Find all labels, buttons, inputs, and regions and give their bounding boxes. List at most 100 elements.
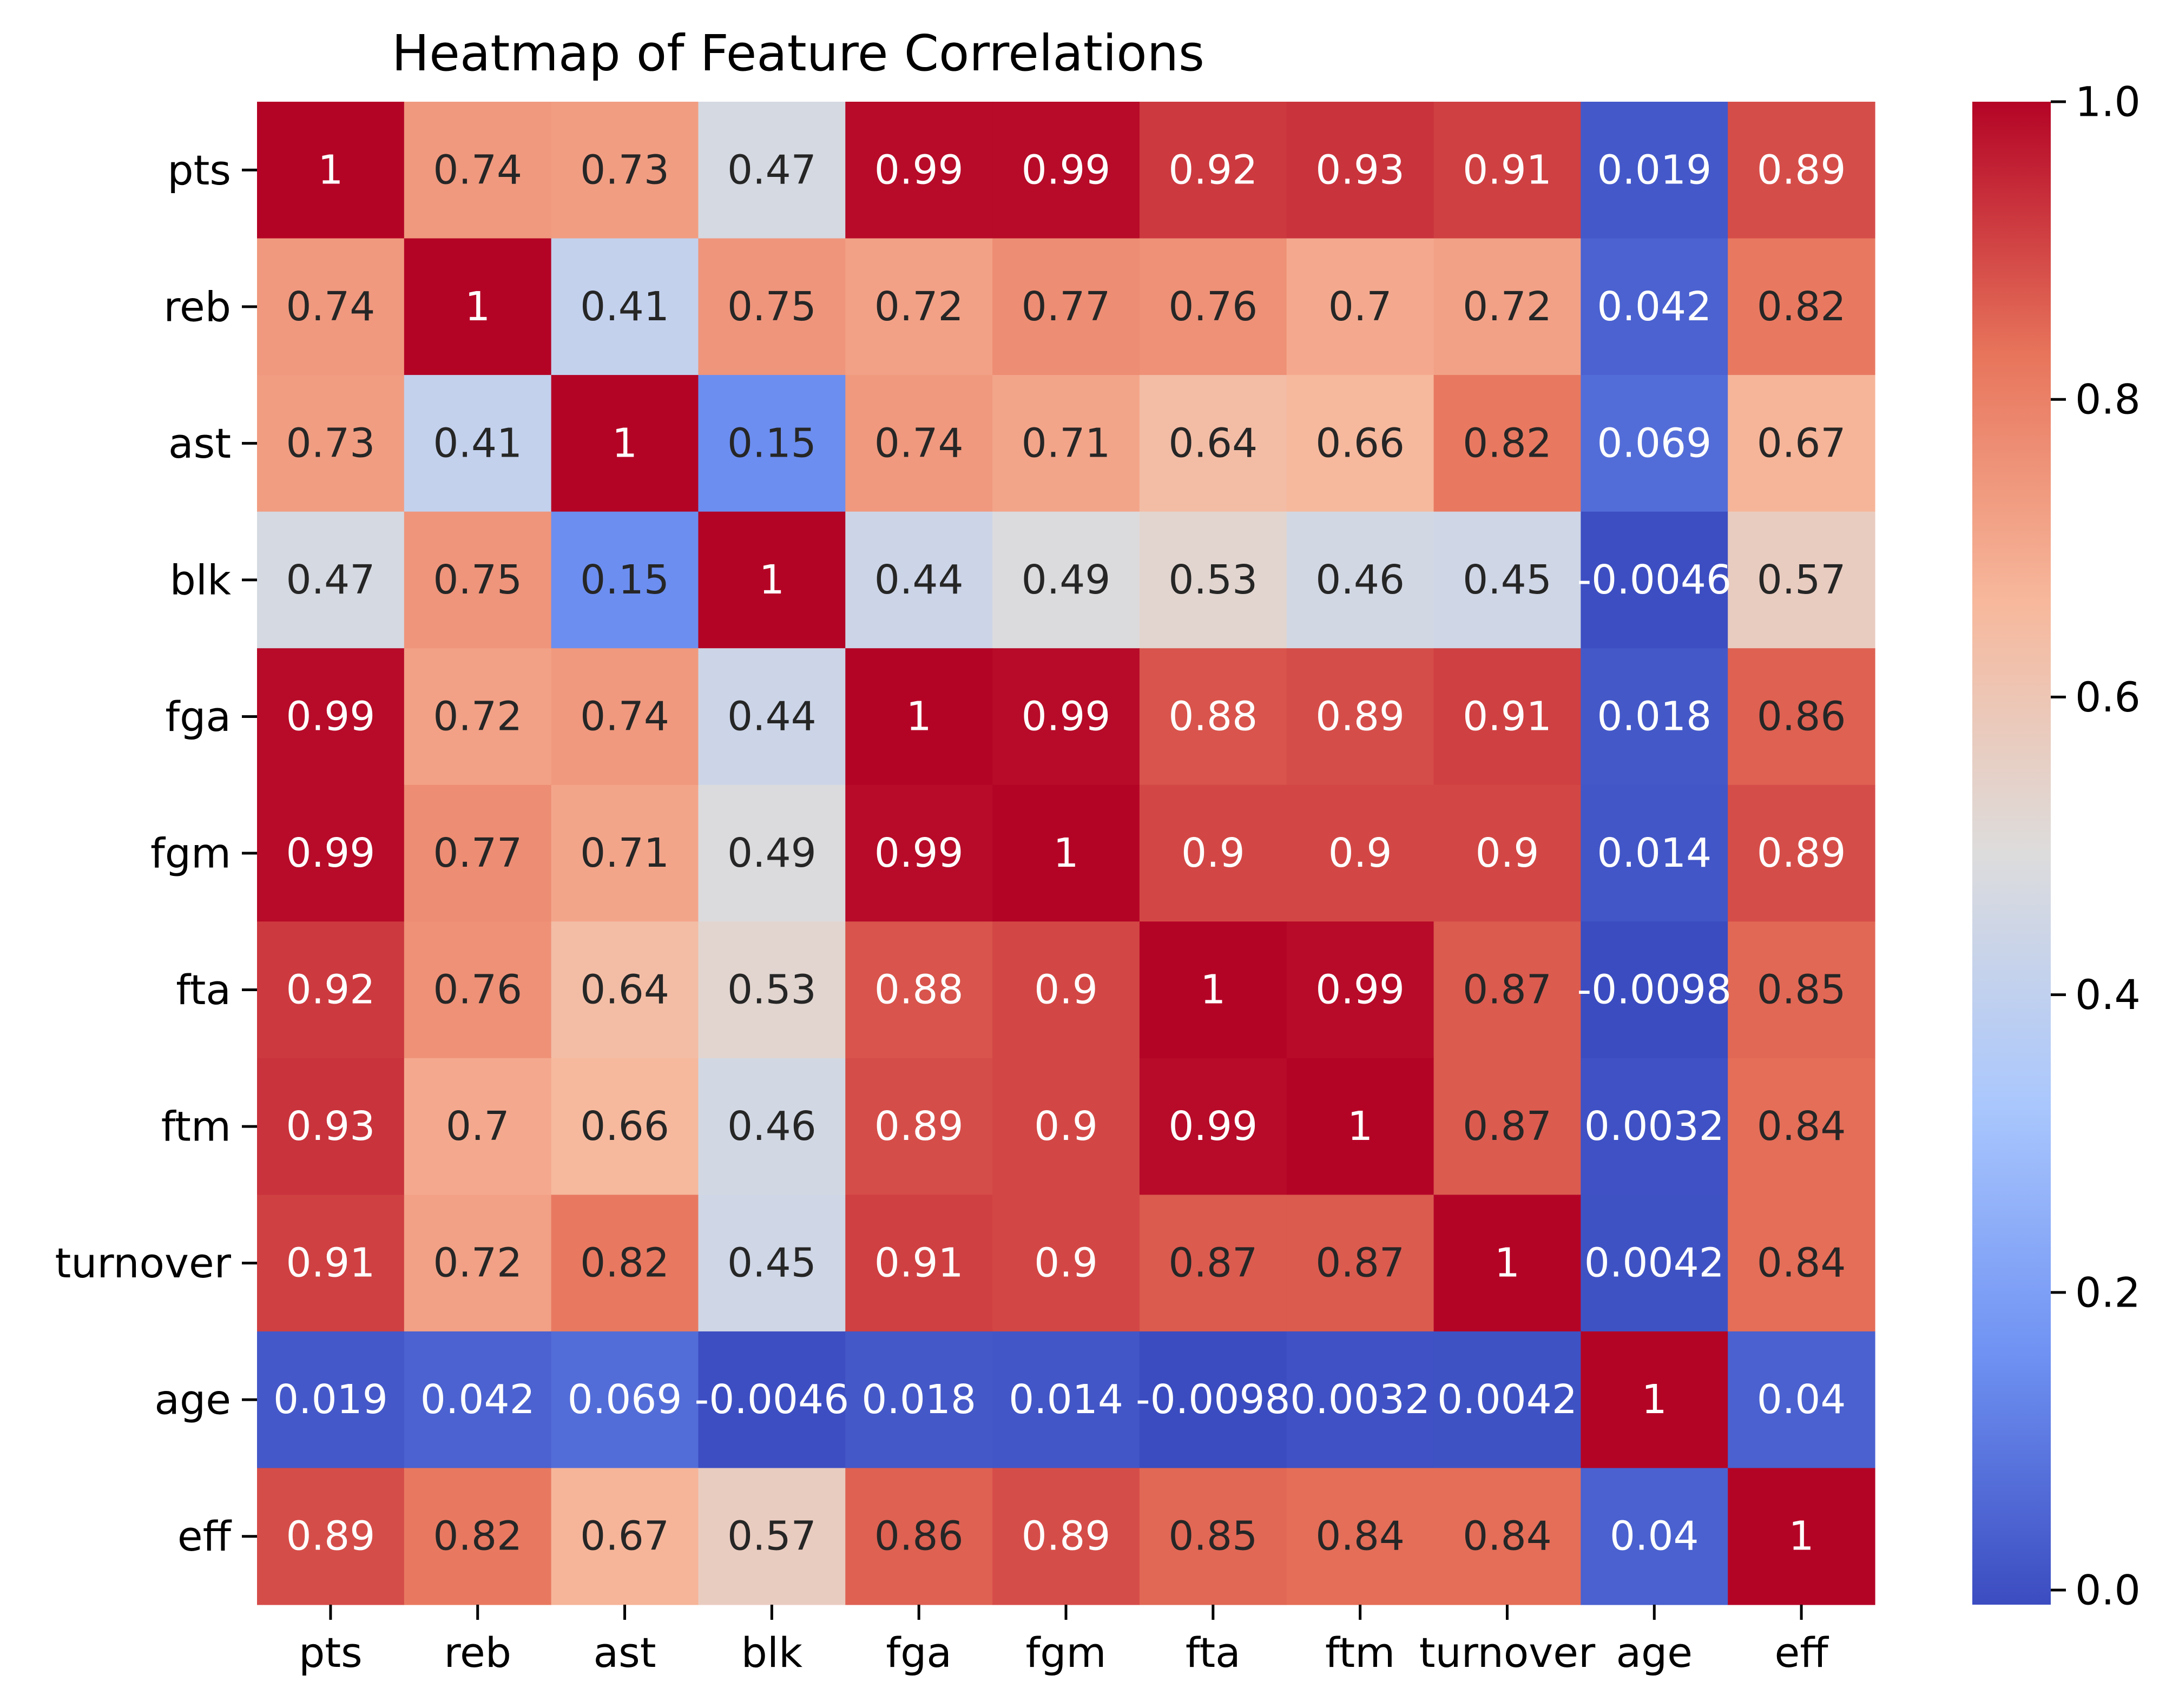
heatmap-cell <box>1433 1468 1581 1605</box>
y-axis: pts reb ast blk fga fgm fta ftm turnover age eff <box>55 146 257 1560</box>
x-tick-label: fta <box>1186 1628 1241 1677</box>
heatmap-cell <box>404 1195 552 1332</box>
cell-value-label: 0.99 <box>1315 967 1405 1013</box>
heatmap-cell <box>1581 1468 1728 1605</box>
y-tick-label: age <box>154 1376 231 1424</box>
cell-value-label: 0.9 <box>1181 830 1245 876</box>
cell-value-label: 0.74 <box>433 147 522 193</box>
cell-value-label: 0.99 <box>1168 1103 1258 1150</box>
cell-value-label: 0.069 <box>568 1376 682 1423</box>
y-tick-label: eff <box>177 1512 232 1560</box>
heatmap-cell <box>1139 102 1287 239</box>
x-tick-label: fgm <box>1025 1628 1106 1677</box>
y-tick-label: fta <box>176 966 231 1014</box>
cell-value-label: 0.45 <box>727 1240 817 1287</box>
cell-value-label: 0.99 <box>286 693 376 740</box>
heatmap-cell <box>1139 1331 1287 1469</box>
y-tick-label: fgm <box>150 829 231 878</box>
heatmap-cell <box>698 375 846 512</box>
heatmap-cell <box>1139 511 1287 649</box>
heatmap-cell <box>404 784 552 922</box>
heatmap-cell <box>1728 511 1875 649</box>
cell-value-label: 1 <box>1200 967 1226 1013</box>
cell-value-label: 0.0032 <box>1290 1376 1430 1423</box>
cell-value-label: 0.9 <box>1034 967 1098 1013</box>
y-tick-label: fga <box>165 693 231 741</box>
cell-value-label: 0.89 <box>286 1513 376 1560</box>
heatmap-cell <box>845 784 993 922</box>
cell-value-label: -0.0046 <box>1577 557 1732 603</box>
cell-value-label: 0.41 <box>580 283 669 330</box>
cell-value-label: 0.76 <box>433 967 522 1013</box>
cell-value-label: 0.66 <box>580 1103 669 1150</box>
cell-value-label: 0.41 <box>433 420 522 466</box>
cell-value-label: 1 <box>1789 1513 1814 1560</box>
heatmap-cell <box>1286 1468 1434 1605</box>
cell-value-label: 0.47 <box>286 557 376 603</box>
cell-value-label: 0.9 <box>1328 830 1392 876</box>
heatmap-cell <box>551 511 699 649</box>
cell-value-label: 0.92 <box>1168 147 1258 193</box>
heatmap-cell <box>551 1468 699 1605</box>
heatmap-cell <box>1433 784 1581 922</box>
heatmap-cell <box>698 1468 846 1605</box>
y-tick-label: ast <box>168 419 231 467</box>
heatmap-cell <box>1433 1058 1581 1195</box>
cell-value-label: 0.069 <box>1597 420 1711 466</box>
heatmap-cell <box>1286 1331 1434 1469</box>
heatmap-cell <box>698 511 846 649</box>
heatmap-cell <box>1139 1058 1287 1195</box>
cell-value-label: 1 <box>1495 1240 1520 1287</box>
colorbar-tick-label: 0.6 <box>2075 673 2141 721</box>
colorbar-tick-label: 0.2 <box>2075 1268 2141 1316</box>
heatmap-cell <box>698 102 846 239</box>
heatmap-cell <box>404 921 552 1059</box>
heatmap-cell <box>1286 102 1434 239</box>
cell-value-label: 0.91 <box>286 1240 376 1287</box>
cell-value-label: 0.64 <box>1168 420 1258 466</box>
heatmap-cell <box>1728 238 1875 375</box>
x-axis: pts reb ast blk fga fgm fta ftm turnover age eff <box>299 1605 1829 1677</box>
heatmap-cell <box>404 102 552 239</box>
heatmap-cell <box>992 1331 1140 1469</box>
colorbar-gradient <box>1972 102 2051 1605</box>
heatmap-cell <box>257 1058 405 1195</box>
heatmap-cell <box>1581 238 1728 375</box>
cell-value-label: 0.88 <box>1168 693 1258 740</box>
cell-value-label: 0.014 <box>1597 830 1711 876</box>
heatmap-cell <box>1728 648 1875 786</box>
heatmap-annotations: 1 0.74 0.73 0.47 0.99 0.99 0.92 0.93 0.91 0.019 0.… <box>273 147 1846 1559</box>
cell-value-label: 0.89 <box>1022 1513 1111 1560</box>
y-tick-label: blk <box>170 556 231 604</box>
cell-value-label: 0.72 <box>433 1240 522 1287</box>
x-tick-label: pts <box>299 1628 363 1677</box>
heatmap-cell <box>845 1331 993 1469</box>
heatmap-cell <box>257 1468 405 1605</box>
cell-value-label: 0.71 <box>580 830 669 876</box>
heatmap-cell <box>257 375 405 512</box>
cell-value-label: 1 <box>1053 830 1078 876</box>
cell-value-label: 0.84 <box>1463 1513 1552 1560</box>
heatmap-cell <box>551 102 699 239</box>
cell-value-label: 0.86 <box>874 1513 964 1560</box>
cell-value-label: 0.042 <box>420 1376 535 1423</box>
heatmap-cells <box>257 102 1875 1605</box>
heatmap-cell <box>698 238 846 375</box>
heatmap-cell <box>257 238 405 375</box>
cell-value-label: 1 <box>906 693 932 740</box>
cell-value-label: 0.85 <box>1168 1513 1258 1560</box>
cell-value-label: 0.47 <box>727 147 817 193</box>
heatmap-cell <box>404 1468 552 1605</box>
cell-value-label: 0.87 <box>1463 1103 1552 1150</box>
cell-value-label: 1 <box>1347 1103 1373 1150</box>
heatmap-cell <box>1286 921 1434 1059</box>
heatmap-cell <box>698 921 846 1059</box>
heatmap-cell <box>992 375 1140 512</box>
cell-value-label: 0.15 <box>727 420 817 466</box>
heatmap-cell <box>1728 1058 1875 1195</box>
heatmap-cell <box>1139 1468 1287 1605</box>
cell-value-label: 0.75 <box>727 283 817 330</box>
heatmap-cell <box>257 511 405 649</box>
x-tick-label: ftm <box>1325 1628 1395 1677</box>
heatmap-cell <box>551 1195 699 1332</box>
